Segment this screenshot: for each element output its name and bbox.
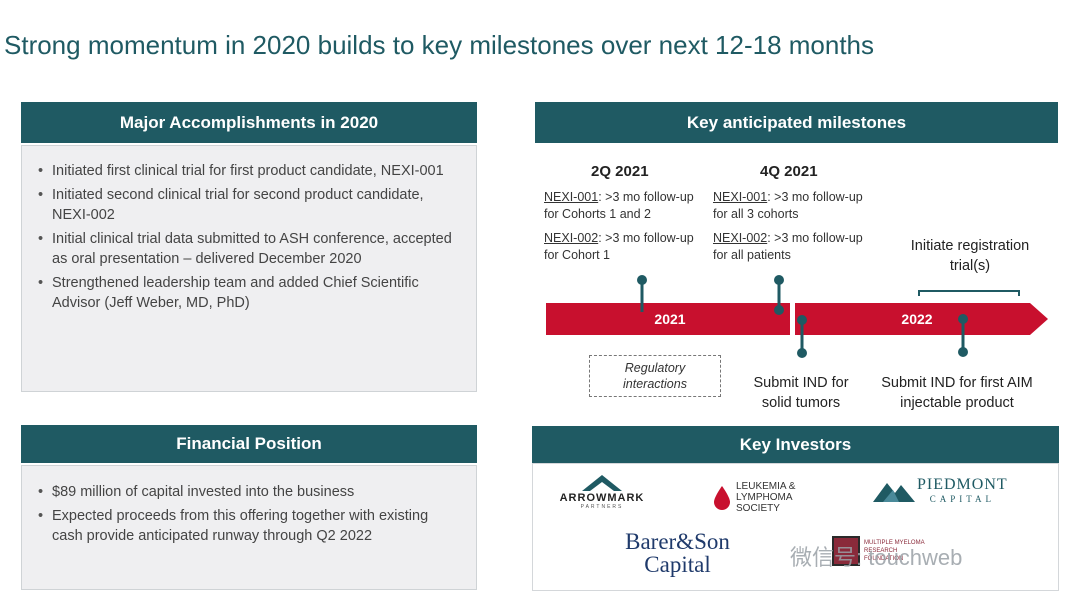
ind-solid-label: Submit IND for solid tumors [753,375,849,411]
accomplishments-list: Initiated first clinical trial for first… [36,161,458,313]
list-item: Initiated second clinical trial for seco… [36,185,458,225]
watermark: 微信号: touchweb [790,545,963,570]
pin-ind-solid [797,315,807,358]
milestone-text: : >3 mo follow-up for Cohort 1 [544,231,694,262]
milestone-product: NEXI-001 [713,190,768,204]
lls-name: LEUKEMIA & LYMPHOMA SOCIETY [736,481,796,514]
financial-panel: $89 million of capital invested into the… [21,465,477,590]
pin-ind-aim [958,314,968,357]
mmrf-logo: MULTIPLE MYELOMA RESEARCH FOUNDATION [832,536,934,566]
financial-header-label: Financial Position [176,434,322,453]
drop-icon [714,485,730,510]
quarter-label-4q2021: 4Q 2021 [760,163,818,180]
milestones-2q2021: NEXI-001: >3 mo follow-up for Cohorts 1 … [544,189,704,271]
list-item: Initial clinical trial data submitted to… [36,229,458,269]
list-item: Strengthened leadership team and added C… [36,273,458,313]
quarter-label-2q2021: 2Q 2021 [591,163,649,180]
milestone-item: NEXI-001: >3 mo follow-up for all 3 coho… [713,189,873,223]
pin-4q2021 [774,275,784,315]
milestone-item: NEXI-002: >3 mo follow-up for all patien… [713,230,873,264]
regulatory-interactions-box: Regulatory interactions [589,355,721,397]
regulatory-interactions-label: Regulatory interactions [623,361,687,391]
registration-trial-label: Initiate registration trial(s) [910,238,1030,274]
arrowmark-logo: ARROWMARK PARTNERS [557,474,647,510]
milestone-product: NEXI-002 [544,231,599,245]
financial-list: $89 million of capital invested into the… [36,482,436,546]
milestones-header-label: Key anticipated milestones [686,112,907,132]
piedmont-logo: PIEDMONT CAPITAL [873,476,1008,504]
financial-header: Financial Position [21,425,477,463]
barer-logo: Barer&Son Capital [615,530,740,576]
timeline: 2021 2022 [546,275,1048,358]
mountain-icon [873,483,915,502]
ind-aim-label: Submit IND for first AIM injectable prod… [881,375,1033,411]
accomplishments-header: Major Accomplishments in 2020 [21,102,477,143]
investors-header: Key Investors [532,426,1059,464]
investors-header-label: Key Investors [739,435,852,454]
timeline-bar-2021 [546,303,790,335]
lls-logo: LEUKEMIA & LYMPHOMA SOCIETY [713,481,806,514]
mmrf-name: MULTIPLE MYELOMA RESEARCH FOUNDATION [864,540,925,562]
milestone-text: : >3 mo follow-up for all patients [713,231,863,262]
arrowmark-icon [582,475,622,491]
accomplishments-panel: Initiated first clinical trial for first… [21,145,477,392]
milestone-text: : >3 mo follow-up for Cohorts 1 and 2 [544,190,694,221]
milestone-text: : >3 mo follow-up for all 3 cohorts [713,190,863,221]
investors-panel [532,463,1059,591]
piedmont-sub: CAPITAL [929,494,995,504]
page-title: Strong momentum in 2020 builds to key mi… [4,30,875,60]
piedmont-name: PIEDMONT [917,476,1008,493]
milestone-product: NEXI-001 [544,190,599,204]
year-label-2022: 2022 [901,311,932,327]
list-item: Initiated first clinical trial for first… [36,161,458,181]
barer-line2: Capital [644,552,711,577]
year-label-2021: 2021 [654,311,685,327]
registration-bracket [918,290,1020,296]
mmrf-mark [832,536,860,566]
milestone-item: NEXI-001: >3 mo follow-up for Cohorts 1 … [544,189,704,223]
arrowmark-name: ARROWMARK [559,492,645,504]
milestone-item: NEXI-002: >3 mo follow-up for Cohort 1 [544,230,704,264]
milestones-4q2021: NEXI-001: >3 mo follow-up for all 3 coho… [713,189,873,271]
list-item: Expected proceeds from this offering tog… [36,506,436,546]
pin-2q2021 [637,275,647,312]
barer-line1: Barer&Son [625,529,730,554]
milestone-product: NEXI-002 [713,231,768,245]
list-item: $89 million of capital invested into the… [36,482,436,502]
arrowmark-sub: PARTNERS [580,504,624,510]
milestones-header: Key anticipated milestones [535,102,1058,143]
accomplishments-header-label: Major Accomplishments in 2020 [119,112,379,132]
timeline-bar-2022 [795,303,1048,335]
